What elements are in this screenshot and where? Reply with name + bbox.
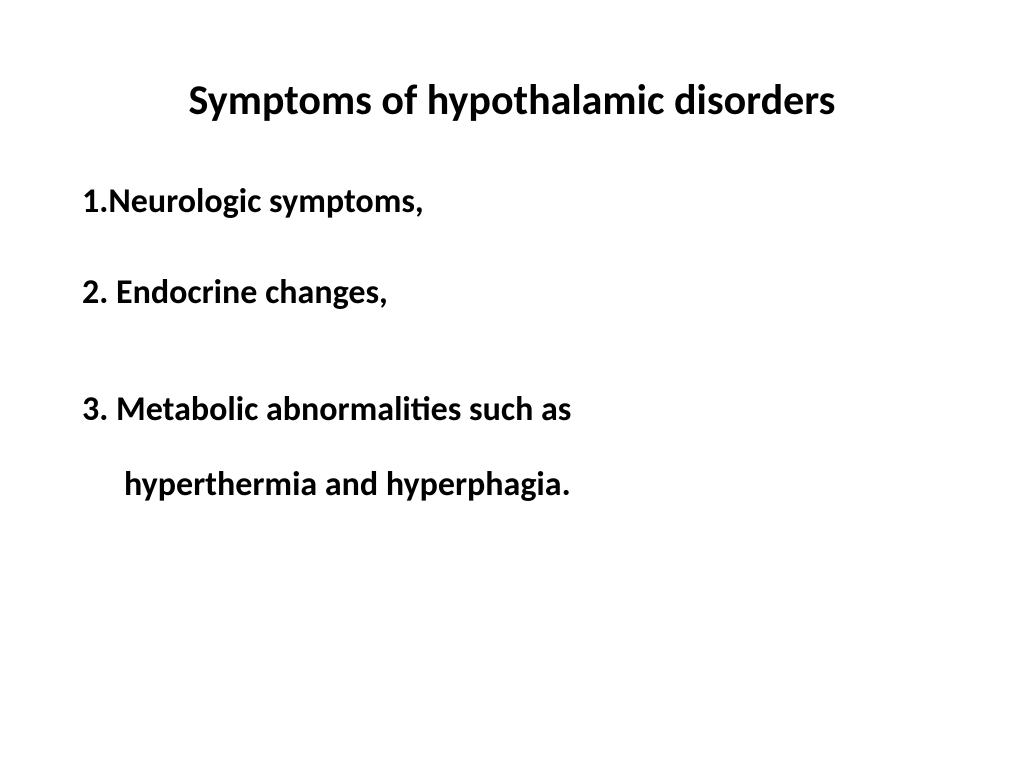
slide-container: Symptoms of hypothalamic disorders 1.Neu… bbox=[0, 0, 1024, 768]
item-continuation: hyperthermia and hyperphagia. bbox=[82, 448, 954, 523]
symptoms-list: 1.Neurologic symptoms, 2. Endocrine chan… bbox=[70, 176, 954, 523]
list-item-2: 2. Endocrine changes, bbox=[82, 267, 954, 318]
item-text: Neurologic symptoms, bbox=[108, 181, 423, 222]
item-number: 1. bbox=[82, 181, 108, 222]
item-text: Metabolic abnormalities such as bbox=[108, 389, 571, 430]
item-number: 2. bbox=[82, 272, 108, 313]
list-item-1: 1.Neurologic symptoms, bbox=[82, 176, 954, 227]
list-item-3: 3. Metabolic abnormalities such as hyper… bbox=[82, 373, 954, 523]
item-number: 3. bbox=[82, 389, 108, 430]
slide-title: Symptoms of hypothalamic disorders bbox=[100, 75, 924, 126]
item-text: Endocrine changes, bbox=[108, 272, 387, 313]
